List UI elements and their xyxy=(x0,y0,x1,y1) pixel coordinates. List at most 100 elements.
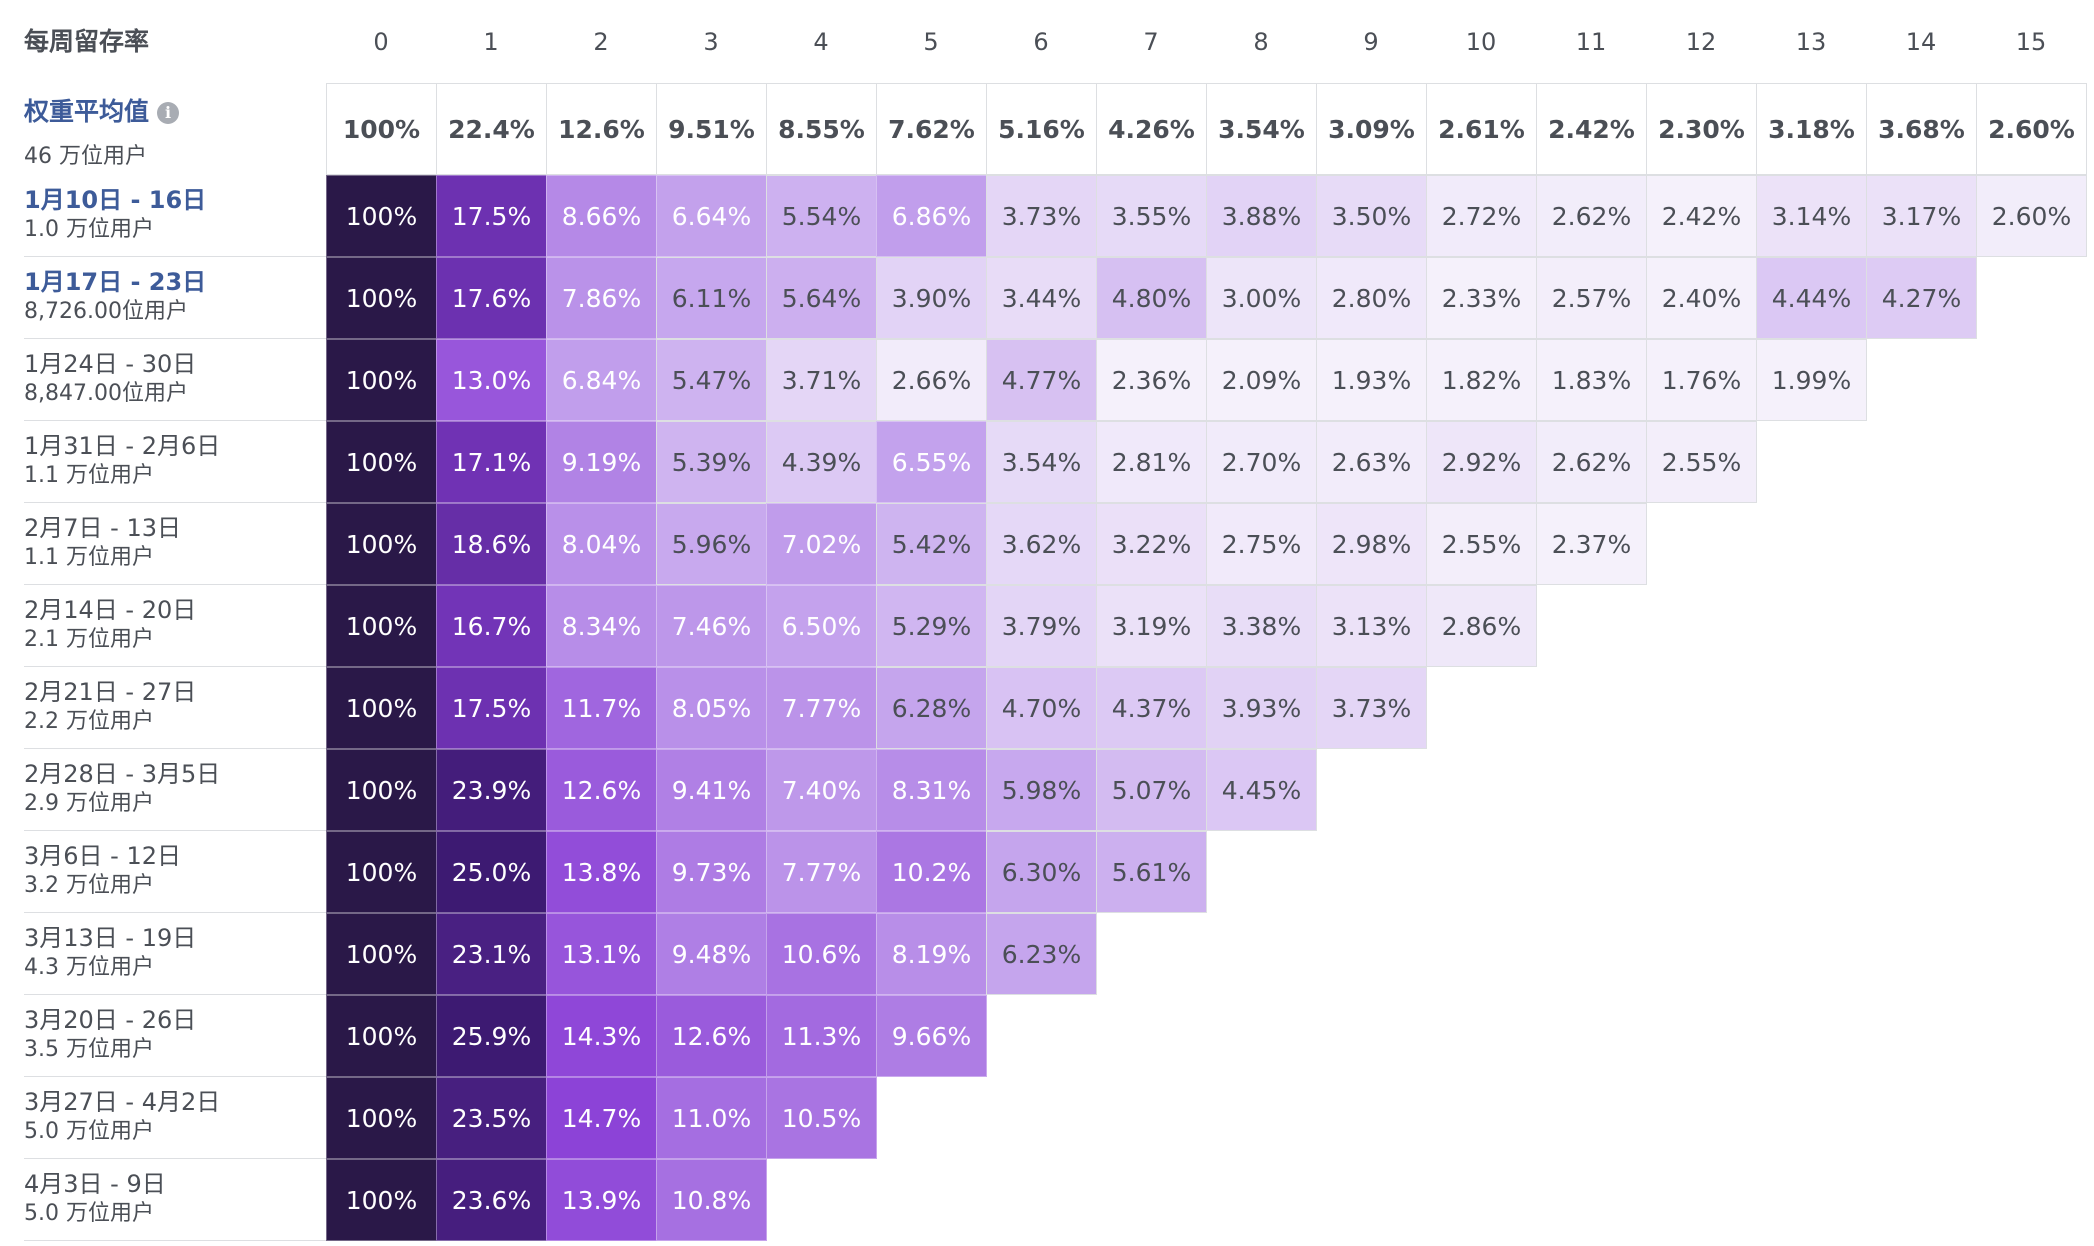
column-header: 9 xyxy=(1363,28,1379,56)
retention-cell: 7.46% xyxy=(656,585,767,667)
cohort-users: 8,847.00位用户 xyxy=(24,381,188,406)
column-header: 0 xyxy=(373,28,389,56)
info-icon[interactable]: i xyxy=(157,102,180,124)
cohort-label: 2月28日 - 3月5日 2.9 万位用户 xyxy=(24,759,220,819)
retention-cell: 1.76% xyxy=(1646,339,1757,421)
retention-cell: 5.47% xyxy=(656,339,767,421)
retention-cell: 2.63% xyxy=(1316,421,1427,503)
retention-cell: 6.11% xyxy=(656,257,767,339)
retention-cell: 8.31% xyxy=(876,749,987,831)
average-cell: 3.68% xyxy=(1866,83,1977,175)
retention-cell: 11.7% xyxy=(546,667,657,749)
column-header: 12 xyxy=(1685,28,1717,56)
retention-cell: 3.88% xyxy=(1206,175,1317,257)
retention-cell: 5.07% xyxy=(1096,749,1207,831)
retention-cell: 3.50% xyxy=(1316,175,1427,257)
cohort-users: 2.2 万位用户 xyxy=(24,709,154,734)
average-cell: 12.6% xyxy=(546,83,657,175)
cohort-date[interactable]: 1月10日 - 16日 xyxy=(24,186,207,214)
column-header: 11 xyxy=(1575,28,1607,56)
retention-cell: 100% xyxy=(326,339,437,421)
retention-cell: 9.41% xyxy=(656,749,767,831)
retention-cell: 9.48% xyxy=(656,913,767,995)
retention-cell: 2.55% xyxy=(1426,503,1537,585)
retention-cell: 2.62% xyxy=(1536,421,1647,503)
retention-cell: 4.45% xyxy=(1206,749,1317,831)
retention-cell: 6.64% xyxy=(656,175,767,257)
average-cell: 2.60% xyxy=(1976,83,2087,175)
retention-cell: 3.44% xyxy=(986,257,1097,339)
cohort-date: 2月28日 - 3月5日 xyxy=(24,760,221,788)
retention-cell: 100% xyxy=(326,995,437,1077)
cohort-date: 1月24日 - 30日 xyxy=(24,350,197,378)
retention-cell: 2.80% xyxy=(1316,257,1427,339)
retention-cell: 9.19% xyxy=(546,421,657,503)
retention-cell: 4.77% xyxy=(986,339,1097,421)
retention-cell: 7.40% xyxy=(766,749,877,831)
average-cell: 9.51% xyxy=(656,83,767,175)
cohort-date[interactable]: 1月17日 - 23日 xyxy=(24,268,207,296)
cohort-date: 3月27日 - 4月2日 xyxy=(24,1088,221,1116)
retention-cell: 10.8% xyxy=(656,1159,767,1241)
retention-cell: 17.1% xyxy=(436,421,547,503)
retention-cell: 5.96% xyxy=(656,503,767,585)
column-header: 8 xyxy=(1253,28,1269,56)
retention-cell: 23.5% xyxy=(436,1077,547,1159)
retention-cell: 2.62% xyxy=(1536,175,1647,257)
retention-cell: 13.8% xyxy=(546,831,657,913)
average-cell: 22.4% xyxy=(436,83,547,175)
retention-cell: 5.64% xyxy=(766,257,877,339)
cohort-users: 3.2 万位用户 xyxy=(24,873,154,898)
retention-cell: 13.0% xyxy=(436,339,547,421)
cohort-label[interactable]: 1月10日 - 16日 1.0 万位用户 xyxy=(24,185,206,245)
average-cell: 2.30% xyxy=(1646,83,1757,175)
cohort-date: 2月7日 - 13日 xyxy=(24,514,181,542)
retention-cell: 100% xyxy=(326,503,437,585)
retention-cell: 3.54% xyxy=(986,421,1097,503)
retention-cell: 8.66% xyxy=(546,175,657,257)
cohort-date: 4月3日 - 9日 xyxy=(24,1170,166,1198)
cohort-users: 4.3 万位用户 xyxy=(24,955,154,980)
average-cell: 3.54% xyxy=(1206,83,1317,175)
retention-cell: 3.00% xyxy=(1206,257,1317,339)
retention-cell: 3.71% xyxy=(766,339,877,421)
column-header: 1 xyxy=(483,28,499,56)
cohort-users: 5.0 万位用户 xyxy=(24,1201,154,1226)
retention-cell: 7.77% xyxy=(766,831,877,913)
cohort-date: 3月20日 - 26日 xyxy=(24,1006,197,1034)
retention-cell: 2.66% xyxy=(876,339,987,421)
retention-cell: 100% xyxy=(326,1077,437,1159)
column-header: 14 xyxy=(1905,28,1937,56)
retention-cell: 2.37% xyxy=(1536,503,1647,585)
column-header: 15 xyxy=(2015,28,2047,56)
retention-cell: 5.39% xyxy=(656,421,767,503)
retention-cell: 8.19% xyxy=(876,913,987,995)
retention-cell: 2.81% xyxy=(1096,421,1207,503)
retention-cell: 3.19% xyxy=(1096,585,1207,667)
average-cell: 3.09% xyxy=(1316,83,1427,175)
retention-cell: 2.60% xyxy=(1976,175,2087,257)
retention-cell: 3.79% xyxy=(986,585,1097,667)
cohort-users: 2.9 万位用户 xyxy=(24,791,154,816)
cohort-label[interactable]: 1月17日 - 23日 8,726.00位用户 xyxy=(24,267,206,327)
retention-cell: 3.73% xyxy=(1316,667,1427,749)
retention-cell: 2.55% xyxy=(1646,421,1757,503)
retention-cell: 2.75% xyxy=(1206,503,1317,585)
retention-cell: 2.33% xyxy=(1426,257,1537,339)
weighted-average-users: 46 万位用户 xyxy=(24,144,147,169)
retention-cell: 5.54% xyxy=(766,175,877,257)
retention-cell: 9.73% xyxy=(656,831,767,913)
retention-cell: 11.3% xyxy=(766,995,877,1077)
retention-cell: 10.5% xyxy=(766,1077,877,1159)
retention-cell: 6.50% xyxy=(766,585,877,667)
cohort-date: 2月14日 - 20日 xyxy=(24,596,197,624)
retention-cell: 13.1% xyxy=(546,913,657,995)
retention-cell: 18.6% xyxy=(436,503,547,585)
retention-cell: 6.30% xyxy=(986,831,1097,913)
average-cell: 4.26% xyxy=(1096,83,1207,175)
cohort-label: 3月27日 - 4月2日 5.0 万位用户 xyxy=(24,1087,220,1147)
retention-cell: 5.61% xyxy=(1096,831,1207,913)
column-header: 7 xyxy=(1143,28,1159,56)
retention-cell: 7.86% xyxy=(546,257,657,339)
retention-cell: 23.9% xyxy=(436,749,547,831)
